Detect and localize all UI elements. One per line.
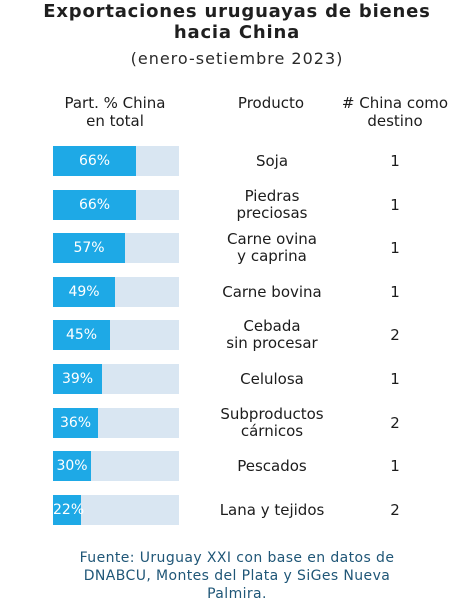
product-label: Subproductos cárnicos [198, 406, 346, 440]
product-label: Cebada sin procesar [198, 318, 346, 352]
bar [53, 320, 110, 350]
product-label: Carne ovina y caprina [198, 231, 346, 265]
header-share: Part. % China en total [48, 94, 182, 130]
china-destination-rank: 1 [390, 152, 400, 170]
header-count-line-1: # China como [341, 94, 449, 112]
bar-value-label: 66% [78, 197, 111, 213]
bar-track: 49% [53, 277, 179, 307]
bar-value-label: 22% [53, 502, 85, 518]
product-label-line: preciosas [236, 204, 308, 222]
header-share-line-1: Part. % China [64, 94, 166, 112]
product-label: Soja [198, 153, 346, 170]
bar [53, 190, 136, 220]
product-label-line: Lana y tejidos [219, 501, 325, 519]
bar-value-label: 45% [65, 327, 98, 343]
product-label-line: Carne bovina [222, 283, 322, 301]
source-line-1: Fuente: Uruguay XXI con base en datos de [79, 550, 395, 566]
bar [53, 408, 98, 438]
product-label: Piedras preciosas [198, 188, 346, 222]
source-line-3: Palmira. [207, 586, 267, 602]
product-label-line: y caprina [237, 247, 307, 265]
bar-track: 66% [53, 146, 179, 176]
bar [53, 451, 91, 481]
product-label-line: Pescados [237, 457, 307, 475]
china-destination-rank: 1 [390, 370, 400, 388]
product-label-line: cárnicos [240, 422, 304, 440]
bar-track: 36% [53, 408, 179, 438]
bar-track: 22% [53, 495, 179, 525]
china-destination-rank: 1 [390, 457, 400, 475]
china-destination-rank: 1 [390, 283, 400, 301]
bar-value-label: 36% [59, 415, 92, 431]
bar-track: 45% [53, 320, 179, 350]
bar-track: 30% [53, 451, 179, 481]
bar-value-label: 39% [61, 371, 94, 387]
china-destination-rank: 2 [390, 326, 400, 344]
product-label-line: Carne ovina [227, 230, 317, 248]
source-note: Fuente: Uruguay XXI con base en datos de… [0, 549, 474, 603]
chart-title-line-1: Exportaciones uruguayas de bienes [43, 1, 431, 22]
bar-value-label: 30% [56, 458, 88, 474]
product-label: Carne bovina [198, 284, 346, 301]
product-label-line: sin procesar [226, 334, 318, 352]
chart-subtitle: (enero-setiembre 2023) [130, 49, 344, 68]
bar-track: 66% [53, 190, 179, 220]
header-count-line-2: destino [367, 112, 423, 130]
bar [53, 233, 125, 263]
bar [53, 146, 136, 176]
china-destination-rank: 2 [390, 501, 400, 519]
bar [53, 495, 81, 525]
bar-value-label: 57% [73, 240, 105, 256]
bar [53, 364, 102, 394]
chart-title-line-2: hacia China [173, 22, 301, 43]
bar-track: 39% [53, 364, 179, 394]
product-label: Lana y tejidos [198, 502, 346, 519]
product-label-line: Celulosa [240, 370, 304, 388]
bar-track: 57% [53, 233, 179, 263]
china-destination-rank: 1 [390, 239, 400, 257]
product-label-line: Cebada [243, 317, 301, 335]
china-destination-rank: 2 [390, 414, 400, 432]
product-label: Celulosa [198, 371, 346, 388]
product-label-line: Soja [255, 152, 289, 170]
product-label: Pescados [198, 458, 346, 475]
china-destination-rank: 1 [390, 196, 400, 214]
bar [53, 277, 115, 307]
source-line-2: DNABCU, Montes del Plata y SiGes Nueva [83, 568, 391, 584]
header-share-line-2: en total [86, 112, 144, 130]
bar-value-label: 49% [68, 284, 100, 300]
header-product: Producto [237, 94, 305, 112]
chart-title: Exportaciones uruguayas de bienes hacia … [0, 1, 474, 43]
product-label-line: Piedras [244, 187, 300, 205]
bar-value-label: 66% [78, 153, 111, 169]
header-count: # China como destino [325, 94, 465, 130]
product-label-line: Subproductos [220, 405, 324, 423]
